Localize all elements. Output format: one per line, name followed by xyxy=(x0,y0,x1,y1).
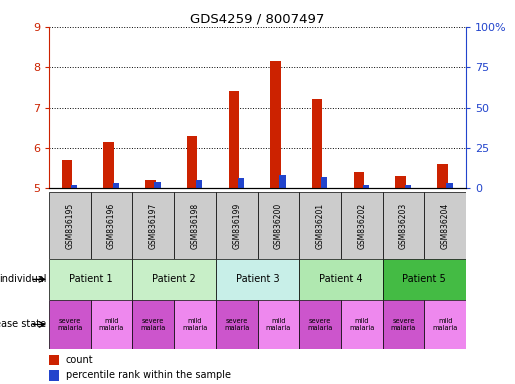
Bar xyxy=(91,300,132,349)
Text: mild
malaria: mild malaria xyxy=(349,318,374,331)
Text: mild
malaria: mild malaria xyxy=(99,318,124,331)
Text: Patient 1: Patient 1 xyxy=(69,274,112,285)
Bar xyxy=(258,192,299,259)
Bar xyxy=(132,192,174,259)
Text: individual: individual xyxy=(0,274,46,285)
Text: severe
malaria: severe malaria xyxy=(141,318,166,331)
Text: mild
malaria: mild malaria xyxy=(182,318,208,331)
Bar xyxy=(187,136,197,188)
Bar xyxy=(49,259,132,300)
Text: GSM836196: GSM836196 xyxy=(107,202,116,249)
Bar xyxy=(424,192,466,259)
Bar xyxy=(354,172,364,188)
Bar xyxy=(447,183,453,188)
Text: mild
malaria: mild malaria xyxy=(433,318,458,331)
Bar xyxy=(216,259,299,300)
Bar xyxy=(270,61,281,188)
Bar xyxy=(383,300,424,349)
Bar xyxy=(174,300,216,349)
Text: severe
malaria: severe malaria xyxy=(307,318,333,331)
Text: severe
malaria: severe malaria xyxy=(391,318,416,331)
Bar xyxy=(145,180,156,188)
Text: percentile rank within the sample: percentile rank within the sample xyxy=(65,370,231,381)
Bar xyxy=(174,192,216,259)
Bar xyxy=(49,355,59,365)
Bar xyxy=(91,192,132,259)
Bar xyxy=(321,177,328,188)
Bar xyxy=(216,300,258,349)
Bar xyxy=(341,192,383,259)
Bar xyxy=(132,300,174,349)
Text: GSM836198: GSM836198 xyxy=(191,202,199,249)
Bar xyxy=(49,370,59,381)
Text: severe
malaria: severe malaria xyxy=(224,318,249,331)
Bar xyxy=(299,300,341,349)
Bar xyxy=(424,300,466,349)
Text: GSM836200: GSM836200 xyxy=(274,202,283,249)
Bar xyxy=(396,176,406,188)
Text: count: count xyxy=(65,355,93,365)
Text: severe
malaria: severe malaria xyxy=(57,318,82,331)
Bar xyxy=(258,300,299,349)
Bar xyxy=(62,160,72,188)
Text: mild
malaria: mild malaria xyxy=(266,318,291,331)
Bar xyxy=(280,175,286,188)
Text: GSM836197: GSM836197 xyxy=(149,202,158,249)
Text: Patient 3: Patient 3 xyxy=(236,274,279,285)
Bar xyxy=(437,164,448,188)
Text: Patient 4: Patient 4 xyxy=(319,274,363,285)
Bar xyxy=(132,259,216,300)
Bar xyxy=(71,185,77,188)
Bar xyxy=(49,300,91,349)
Bar xyxy=(312,99,322,188)
Bar xyxy=(383,259,466,300)
Bar xyxy=(49,192,91,259)
Bar xyxy=(113,183,119,188)
Bar xyxy=(341,300,383,349)
Bar xyxy=(229,91,239,188)
Text: GSM836199: GSM836199 xyxy=(232,202,241,249)
Text: disease state: disease state xyxy=(0,319,46,329)
Title: GDS4259 / 8007497: GDS4259 / 8007497 xyxy=(191,13,324,26)
Text: GSM836195: GSM836195 xyxy=(65,202,74,249)
Text: GSM836203: GSM836203 xyxy=(399,202,408,249)
Bar xyxy=(299,259,383,300)
Bar xyxy=(154,182,161,188)
Text: GSM836202: GSM836202 xyxy=(357,202,366,249)
Text: GSM836201: GSM836201 xyxy=(316,202,324,249)
Bar xyxy=(405,185,411,188)
Text: Patient 5: Patient 5 xyxy=(403,274,446,285)
Bar xyxy=(104,142,114,188)
Bar xyxy=(238,179,244,188)
Bar xyxy=(216,192,258,259)
Bar xyxy=(196,180,202,188)
Text: GSM836204: GSM836204 xyxy=(441,202,450,249)
Bar xyxy=(299,192,341,259)
Bar xyxy=(363,185,369,188)
Bar xyxy=(383,192,424,259)
Text: Patient 2: Patient 2 xyxy=(152,274,196,285)
